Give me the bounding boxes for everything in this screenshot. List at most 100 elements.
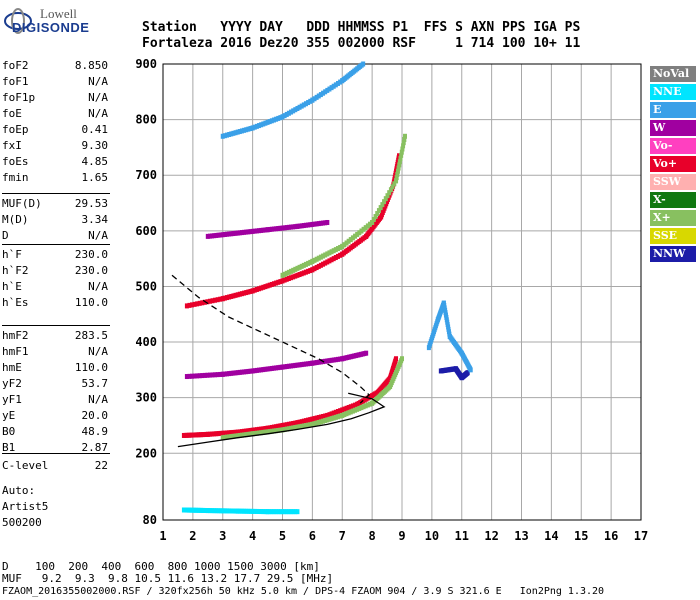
trace-point-w — [220, 232, 225, 238]
trace-point-vo — [244, 428, 249, 434]
trace-point-x — [367, 221, 372, 227]
trace-point-x — [329, 249, 334, 255]
trace-point-vo — [250, 288, 255, 294]
trace-point-vo — [222, 430, 227, 436]
x-tick-label: 7 — [339, 529, 346, 543]
trace-point-vo — [321, 261, 326, 267]
trace-point-w — [237, 369, 242, 375]
trace-point-x — [394, 178, 399, 184]
trace-point-x — [335, 414, 340, 420]
trace-point-x — [383, 196, 388, 202]
trace-point-w — [327, 358, 332, 364]
trace-point-vo — [261, 426, 266, 432]
trace-point-vo — [340, 407, 345, 413]
trace-point-e — [263, 120, 268, 126]
trace-point-vo — [195, 301, 200, 307]
trace-point-x — [316, 419, 321, 425]
param-value: 8.850 — [74, 59, 108, 72]
param-name: yF1 — [2, 393, 22, 406]
trace-point-x — [333, 414, 338, 420]
trace-point-nne — [286, 509, 291, 515]
trace-point-nne — [239, 508, 244, 514]
param-name: yE — [2, 409, 16, 422]
trace-point-x — [299, 423, 304, 429]
y-tick-label: 900 — [135, 57, 157, 71]
trace-point-x — [248, 431, 253, 437]
trace-point-nne — [280, 509, 285, 515]
trace-point-vo — [267, 425, 272, 431]
trace-point-vo — [327, 258, 332, 264]
trace-point-vo — [205, 431, 210, 437]
trace-point-w — [218, 371, 223, 377]
param-hf: h`F 230.0 — [2, 248, 108, 264]
auto-label: Auto: — [2, 484, 36, 497]
trace-point-vo — [293, 273, 298, 279]
trace-point-w — [280, 364, 285, 370]
trace-point-e — [333, 82, 338, 88]
trace-point-nne — [216, 508, 221, 514]
trace-point-w — [267, 366, 272, 372]
param-hmf2: hmF2 283.5 — [2, 329, 108, 345]
trace-point-x — [259, 430, 264, 436]
param-name: D — [2, 229, 9, 242]
param-name: foE — [2, 107, 22, 120]
trace-point-w — [306, 222, 311, 228]
trace-point-vo — [202, 299, 207, 305]
trace-point-e — [316, 93, 321, 99]
trace-point-nne — [231, 508, 236, 514]
muf-row: MUF 9.2 9.3 9.8 10.5 11.6 13.2 17.7 29.5… — [2, 572, 334, 585]
param-fxi: fxI 9.30 — [2, 139, 108, 155]
trace-point-x — [399, 152, 404, 158]
trace-point-x — [359, 228, 364, 234]
trace-point-w — [295, 223, 300, 229]
trace-point-x — [276, 427, 281, 433]
trace-point-e — [331, 83, 336, 89]
trace-point-x — [246, 431, 251, 437]
trace-point-e — [278, 115, 283, 121]
trace-point-x — [301, 262, 306, 268]
x-tick-label: 16 — [604, 529, 618, 543]
trace-point-w — [293, 224, 298, 230]
trace-point-e — [267, 119, 272, 125]
trace-point-x — [306, 422, 311, 428]
x-tick-label: 2 — [189, 529, 196, 543]
trace-point-nne — [254, 508, 259, 514]
distance-row: D 100 200 400 600 800 1000 1500 3000 [km… — [2, 560, 320, 573]
trace-point-nne — [274, 509, 279, 515]
trace-point-x — [402, 136, 407, 142]
trace-point-w — [242, 229, 247, 235]
trace-point-e — [274, 116, 279, 122]
trace-point-x — [353, 233, 358, 239]
trace-point-nne — [225, 508, 230, 514]
trace-point-e — [312, 96, 317, 102]
trace-point-nne — [222, 508, 227, 514]
trace-point-vo — [257, 286, 262, 292]
profile-curve-solid — [177, 392, 386, 448]
trace-point-vo — [212, 431, 217, 437]
trace-point-nne — [261, 509, 266, 515]
trace-point-x — [244, 432, 249, 438]
y-tick-label: 80 — [143, 513, 157, 527]
trace-point-vo — [218, 296, 223, 302]
trace-point-w — [325, 358, 330, 364]
trace-point-vo — [278, 279, 283, 285]
trace-point-vo — [342, 406, 347, 412]
trace-point-vo — [323, 413, 328, 419]
trace-point-e — [220, 133, 225, 139]
trace-point-w — [222, 231, 227, 237]
trace-point-nne — [210, 508, 215, 514]
trace-point-x — [394, 175, 399, 181]
trace-point-vo — [327, 412, 332, 418]
trace-point-x — [359, 405, 364, 411]
trace-point-w — [274, 226, 279, 232]
trace-point-x — [299, 263, 304, 269]
trace-point-x — [363, 225, 368, 231]
trace-point-x — [348, 409, 353, 415]
param-value: N/A — [88, 91, 108, 104]
trace-point-w — [276, 365, 281, 371]
trace-point-x — [344, 240, 349, 246]
trace-point-vo — [214, 431, 219, 437]
trace-point-vo — [325, 259, 330, 265]
param-name: M(D) — [2, 213, 29, 226]
param-name: B1 — [2, 441, 16, 454]
